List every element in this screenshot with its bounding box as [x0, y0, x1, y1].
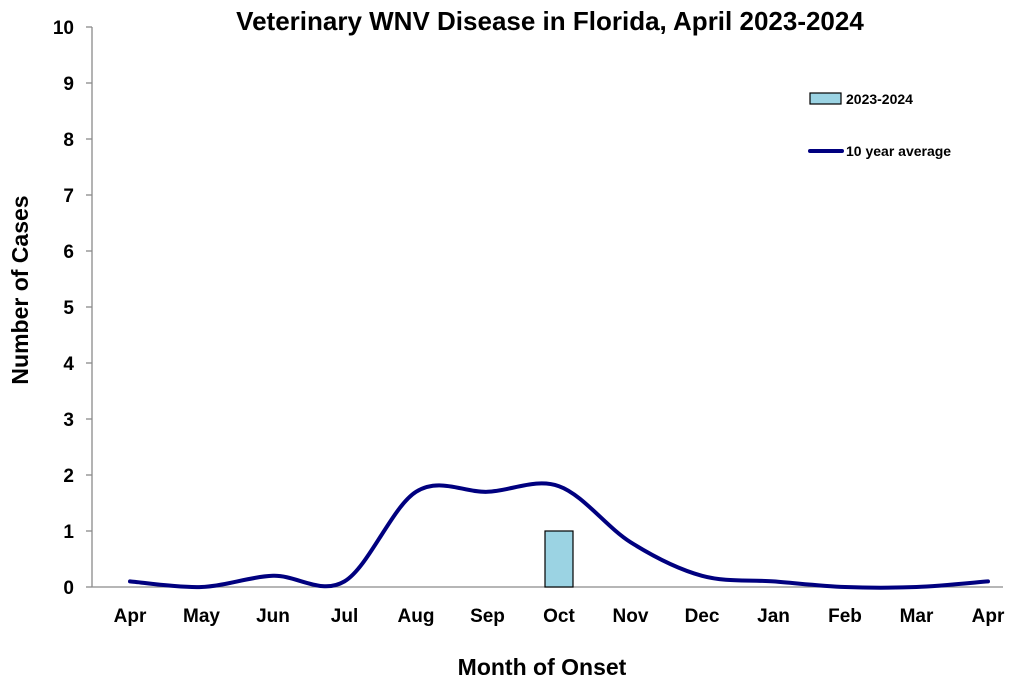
- line-10-year-average: [128, 481, 990, 590]
- y-tick-label: 5: [63, 298, 74, 319]
- y-tick-label: 3: [63, 410, 74, 431]
- y-axis-title: Number of Cases: [7, 195, 33, 384]
- x-tick-label: Mar: [900, 606, 934, 627]
- y-tick-label: 1: [63, 522, 74, 543]
- y-tick-label: 4: [63, 354, 74, 375]
- y-tick-label: 6: [63, 242, 74, 263]
- y-tick-label: 0: [63, 578, 74, 599]
- x-tick-label: Feb: [828, 606, 862, 627]
- x-tick-label: Jul: [331, 606, 358, 627]
- y-tick-label: 2: [63, 466, 74, 487]
- x-tick-label: May: [183, 606, 220, 627]
- legend-label-10-year-average: 10 year average: [846, 143, 951, 159]
- y-tick-label: 10: [53, 18, 74, 39]
- x-tick-label: Oct: [543, 606, 575, 627]
- x-tick-label: Dec: [685, 606, 720, 627]
- bar-oct-6: [544, 530, 574, 588]
- x-tick-label: Apr: [114, 606, 147, 627]
- chart-title: Veterinary WNV Disease in Florida, April…: [236, 6, 864, 36]
- x-tick-label: Aug: [398, 606, 435, 627]
- legend-swatch-bar: [809, 92, 842, 105]
- y-tick-label: 7: [63, 186, 74, 207]
- x-tick-label: Jan: [757, 606, 790, 627]
- y-tick-label: 8: [63, 130, 74, 151]
- x-axis-title: Month of Onset: [458, 654, 627, 680]
- legend-label-2023-2024: 2023-2024: [846, 91, 913, 107]
- legend: 2023-2024 10 year average: [808, 91, 951, 159]
- plot-area: 0 1 2 3 4 5 6 7 8 9 10 Apr May Jun Jul Aug Sep Oct Nov Dec J…: [53, 18, 1005, 627]
- y-tick-label: 9: [63, 74, 74, 95]
- x-tick-label: Nov: [613, 606, 649, 627]
- x-tick-label: Sep: [470, 606, 505, 627]
- x-tick-label: Jun: [256, 606, 290, 627]
- x-tick-label: Apr: [972, 606, 1005, 627]
